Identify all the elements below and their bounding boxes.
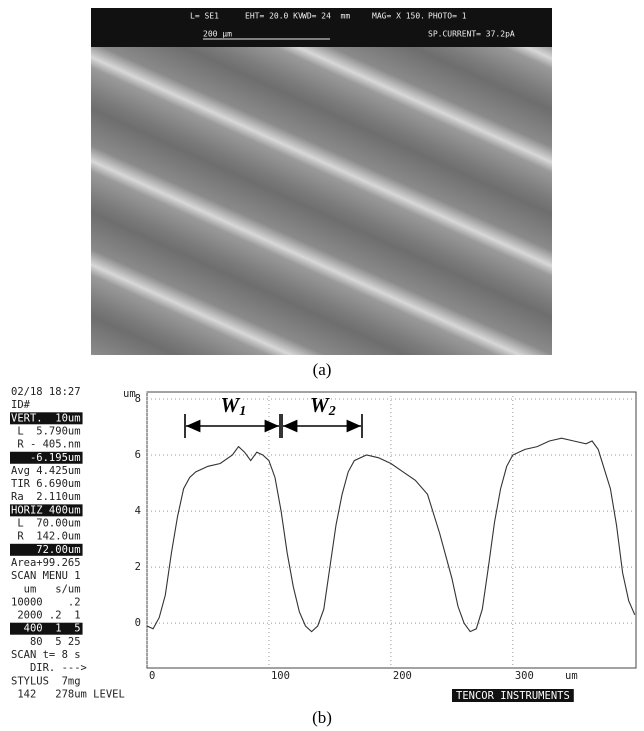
readout: 2000 .2 1 bbox=[11, 610, 81, 622]
annotation-letter: W bbox=[221, 393, 241, 417]
caption: (b) bbox=[312, 708, 332, 727]
readout: Area+99.265 bbox=[11, 557, 81, 569]
sem-header-text: SP.CURRENT= 37.2pA bbox=[428, 30, 515, 39]
readout: TIR 6.690um bbox=[11, 478, 81, 490]
brand: TENCOR INSTRUMENTS bbox=[456, 690, 570, 702]
x-tick-label: 200 bbox=[393, 670, 412, 682]
annotation-letter: W bbox=[310, 393, 330, 417]
readout: STYLUS 7mg bbox=[11, 675, 81, 687]
readout: L 5.790um bbox=[11, 425, 81, 437]
annotation-subscript: 2 bbox=[328, 404, 336, 419]
brand-box bbox=[452, 689, 574, 702]
sem-header-text: MAG= X 150. bbox=[372, 12, 425, 21]
x-unit: um bbox=[565, 670, 578, 682]
readout: -6.195um bbox=[11, 452, 81, 464]
readout: DIR. ---> bbox=[11, 662, 87, 674]
highlight bbox=[10, 543, 83, 556]
readout: Ra 2.110um bbox=[11, 491, 81, 503]
profile-line bbox=[146, 437, 636, 633]
readout: SCAN MENU 1 bbox=[11, 570, 81, 582]
sem-image bbox=[91, 8, 552, 355]
readout: SCAN t= 8 s bbox=[11, 649, 81, 661]
plot-frame bbox=[146, 391, 637, 669]
y-tick-label: 2 bbox=[135, 561, 141, 573]
x-tick-label: 100 bbox=[271, 670, 290, 682]
readout: 02/18 18:27 bbox=[11, 386, 81, 398]
readout: ID# bbox=[11, 399, 31, 411]
readout: 10000 .2 bbox=[11, 596, 81, 608]
readout: um s/um bbox=[11, 583, 81, 595]
sem-header-text: PHOTO= 1 bbox=[428, 12, 467, 21]
sem-header-text: 200 µm bbox=[203, 30, 232, 39]
y-unit: um bbox=[123, 388, 136, 400]
sem-header-text: EHT= 20.0 KV bbox=[245, 12, 303, 21]
x-tick-label: 300 bbox=[515, 670, 534, 682]
readout: 80 5 25 bbox=[11, 636, 81, 648]
y-tick-label: 8 bbox=[135, 393, 141, 405]
readout: 400 1 5 bbox=[11, 623, 81, 635]
y-tick-label: 4 bbox=[135, 505, 141, 517]
highlight bbox=[10, 412, 83, 425]
annotation-subscript: 1 bbox=[239, 404, 246, 419]
y-tick-label: 6 bbox=[135, 449, 141, 461]
annotation: W2 bbox=[310, 393, 336, 419]
readout: R 142.0um bbox=[11, 531, 81, 543]
sem-header-text: WD= 24 mm bbox=[302, 12, 350, 21]
readout: VERT. 10um bbox=[11, 412, 81, 424]
readout: HORIZ 400um bbox=[11, 504, 81, 516]
sem-header-text: L= SE1 bbox=[190, 12, 219, 21]
y-tick-label: 0 bbox=[135, 617, 141, 629]
caption: (a) bbox=[313, 360, 332, 379]
readout: Avg 4.425um bbox=[11, 465, 81, 477]
readout: R - 405.nm bbox=[11, 439, 81, 451]
x-tick-label: 0 bbox=[149, 670, 155, 682]
annotation: W1 bbox=[221, 393, 247, 419]
sem-header bbox=[91, 8, 552, 47]
highlight bbox=[10, 451, 83, 464]
readout: 142 278um LEVEL bbox=[11, 688, 125, 700]
readout: 72.00um bbox=[11, 544, 81, 556]
highlight bbox=[10, 504, 83, 517]
readout: L 70.00um bbox=[11, 518, 81, 530]
highlight bbox=[10, 622, 83, 635]
